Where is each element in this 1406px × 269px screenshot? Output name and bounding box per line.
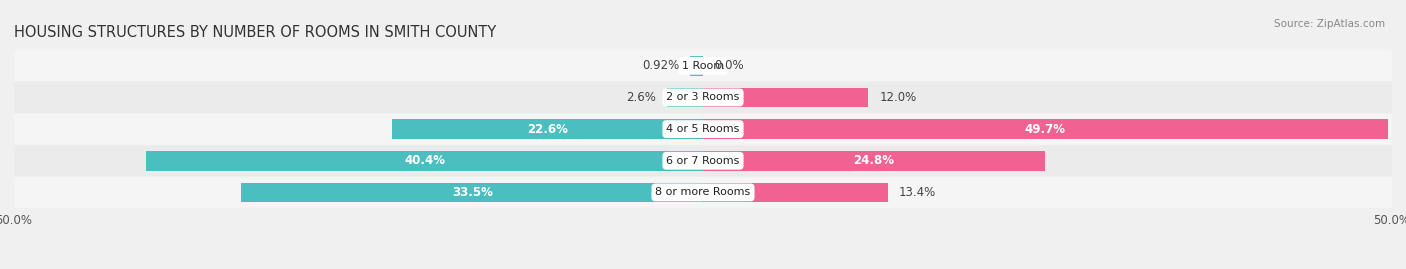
Text: 6 or 7 Rooms: 6 or 7 Rooms bbox=[666, 156, 740, 166]
Bar bbox=[690, 56, 703, 76]
Text: 4 or 5 Rooms: 4 or 5 Rooms bbox=[666, 124, 740, 134]
Text: 49.7%: 49.7% bbox=[1025, 123, 1066, 136]
Bar bbox=[242, 183, 703, 202]
Text: HOUSING STRUCTURES BY NUMBER OF ROOMS IN SMITH COUNTY: HOUSING STRUCTURES BY NUMBER OF ROOMS IN… bbox=[14, 25, 496, 40]
Bar bbox=[703, 151, 1045, 171]
Text: 1 Room: 1 Room bbox=[682, 61, 724, 71]
Text: Source: ZipAtlas.com: Source: ZipAtlas.com bbox=[1274, 19, 1385, 29]
Bar bbox=[703, 119, 1388, 139]
Text: 40.4%: 40.4% bbox=[404, 154, 446, 167]
Text: 8 or more Rooms: 8 or more Rooms bbox=[655, 187, 751, 197]
Bar bbox=[703, 88, 869, 107]
Text: 13.4%: 13.4% bbox=[898, 186, 936, 199]
Text: 0.0%: 0.0% bbox=[714, 59, 744, 72]
FancyBboxPatch shape bbox=[14, 50, 1392, 81]
FancyBboxPatch shape bbox=[14, 114, 1392, 145]
Text: 22.6%: 22.6% bbox=[527, 123, 568, 136]
Bar bbox=[392, 119, 703, 139]
Text: 24.8%: 24.8% bbox=[853, 154, 894, 167]
Text: 33.5%: 33.5% bbox=[451, 186, 492, 199]
Bar bbox=[703, 183, 887, 202]
FancyBboxPatch shape bbox=[14, 82, 1392, 113]
FancyBboxPatch shape bbox=[14, 177, 1392, 208]
Text: 2.6%: 2.6% bbox=[626, 91, 657, 104]
Text: 0.92%: 0.92% bbox=[643, 59, 679, 72]
Text: 2 or 3 Rooms: 2 or 3 Rooms bbox=[666, 93, 740, 102]
Bar bbox=[668, 88, 703, 107]
FancyBboxPatch shape bbox=[14, 145, 1392, 176]
Legend: Owner-occupied, Renter-occupied: Owner-occupied, Renter-occupied bbox=[572, 266, 834, 269]
Bar bbox=[146, 151, 703, 171]
Text: 12.0%: 12.0% bbox=[879, 91, 917, 104]
